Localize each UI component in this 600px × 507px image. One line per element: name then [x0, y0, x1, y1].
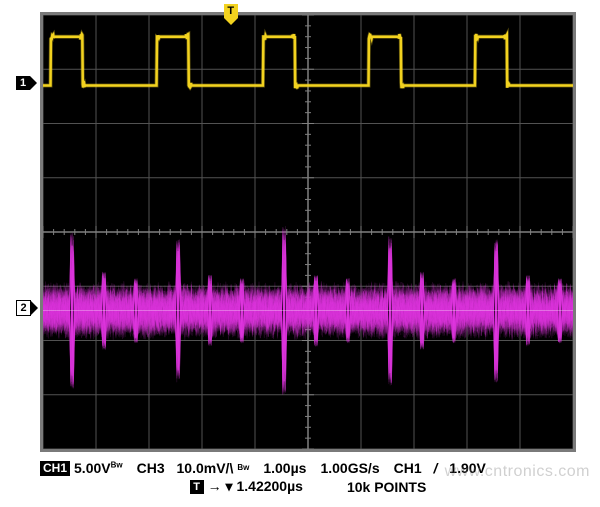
- readout-ch1-box: CH1: [40, 461, 70, 476]
- readout-trig-pos: → ▾ 1.42200µs: [208, 478, 303, 495]
- trigger-marker: T: [222, 4, 240, 26]
- channel-1-marker: 1: [16, 74, 38, 92]
- readout-ch1-scale: 5.00VBw: [74, 460, 123, 476]
- readout-ch3: CH3 10.0mV/\Bw: [137, 460, 250, 476]
- readout-timebase: 1.00µs: [263, 460, 306, 476]
- channel-2-marker: 2: [16, 299, 38, 317]
- canvas: 1 2 T CH1 5.00VBw CH3 10.0mV/\Bw 1.00µs 1…: [0, 0, 600, 507]
- oscilloscope-screen: [40, 12, 576, 452]
- watermark: www.cntronics.com: [445, 463, 590, 481]
- readout-sample-rate: 1.00GS/s: [320, 460, 379, 476]
- readout-trig-t-box: T: [190, 480, 204, 494]
- readout-points: 10k POINTS: [347, 479, 426, 495]
- scope-plot: [43, 15, 573, 449]
